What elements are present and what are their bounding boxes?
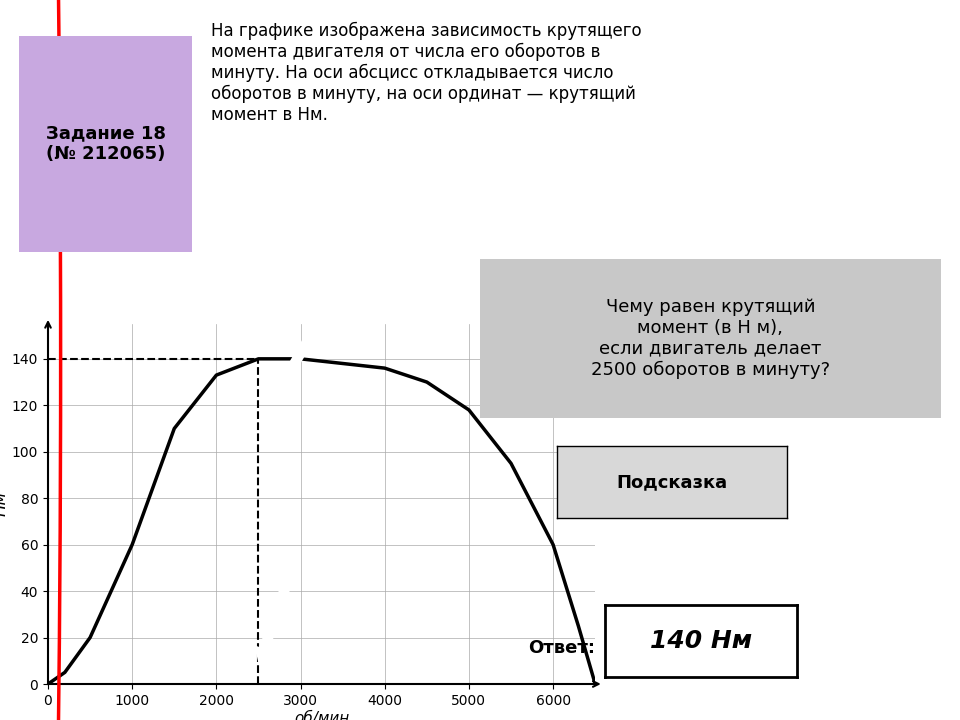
Text: На графике изображена зависимость крутящего
момента двигателя от числа его оборо: На графике изображена зависимость крутящ… [211,22,642,124]
Text: Задание 18
(№ 212065): Задание 18 (№ 212065) [45,125,165,163]
Text: 140 Нм: 140 Нм [650,629,752,653]
Text: Чему равен крутящий
момент (в Н м),
если двигатель делает
2500 оборотов в минуту: Чему равен крутящий момент (в Н м), если… [590,298,830,379]
Text: Ответ:: Ответ: [528,639,595,657]
Text: Подсказка: Подсказка [616,474,728,491]
X-axis label: об/мин: об/мин [294,711,349,720]
FancyArrowPatch shape [256,569,295,663]
Y-axis label: Нм: Нм [0,492,10,516]
FancyArrowPatch shape [285,324,320,379]
